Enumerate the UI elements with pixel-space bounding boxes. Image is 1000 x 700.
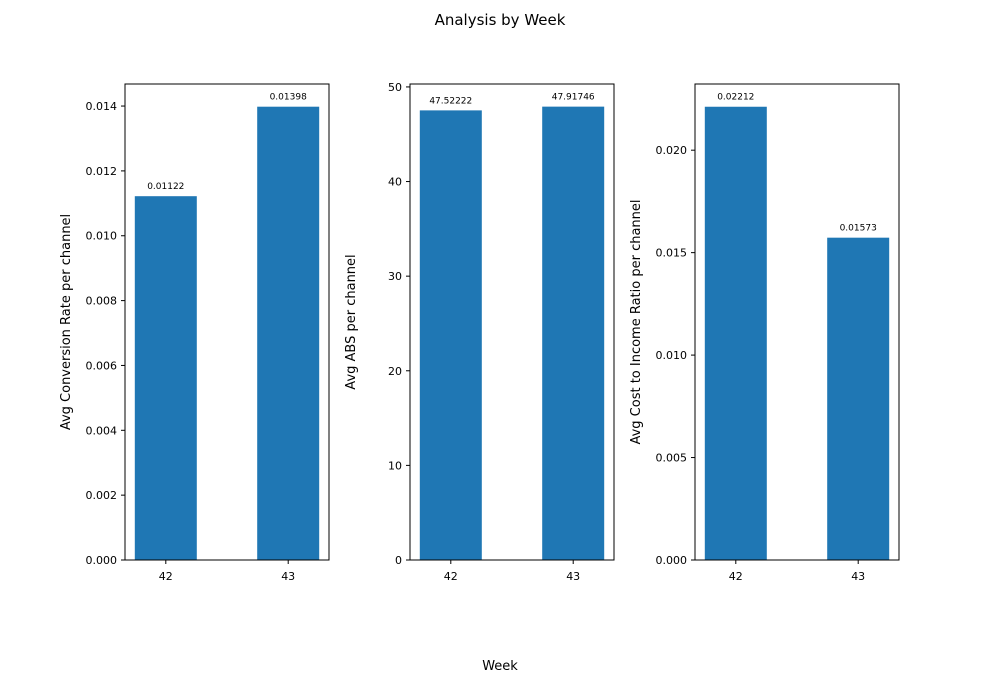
- x-tick-label: 42: [729, 570, 743, 583]
- axes-frame: [124, 83, 330, 561]
- bar-value-label: 0.02212: [717, 93, 754, 103]
- x-tick-label: 43: [566, 570, 580, 583]
- bar-week-43: [542, 106, 605, 561]
- y-tick-label: 0.005: [656, 452, 688, 465]
- y-tick-label: 0.014: [86, 100, 118, 113]
- bar-value-label: 0.01122: [147, 182, 184, 192]
- bar-week-42: [704, 106, 767, 561]
- bar-week-42: [134, 196, 197, 560]
- bar-week-42: [419, 110, 482, 561]
- axes-frame: [409, 83, 615, 561]
- y-tick-label: 0.000: [86, 554, 118, 567]
- y-tick-label: 0.006: [86, 359, 118, 372]
- y-axis-label: Avg Conversion Rate per channel: [59, 214, 74, 430]
- y-tick-label: 0.000: [656, 554, 688, 567]
- y-tick-label: 30: [388, 270, 402, 283]
- y-tick-label: 0.020: [656, 144, 688, 157]
- y-axis-label: Avg ABS per channel: [344, 254, 359, 389]
- axes-frame: [694, 83, 900, 561]
- y-tick-label: 40: [388, 176, 402, 189]
- bar-week-43: [827, 237, 890, 560]
- chart-title: Analysis by Week: [434, 11, 566, 29]
- x-tick-label: 42: [444, 570, 458, 583]
- bar-value-label: 0.01398: [270, 93, 307, 103]
- bar-value-label: 47.91746: [552, 93, 595, 103]
- bar-value-label: 47.52222: [429, 96, 472, 106]
- y-tick-label: 20: [388, 365, 402, 378]
- y-tick-label: 0.015: [656, 247, 688, 260]
- y-tick-label: 0: [395, 554, 402, 567]
- y-tick-label: 0.012: [86, 165, 118, 178]
- x-tick-label: 43: [281, 570, 295, 583]
- y-tick-label: 0.010: [86, 230, 118, 243]
- y-tick-label: 0.004: [86, 424, 118, 437]
- bar-week-43: [257, 106, 320, 561]
- y-axis-label: Avg Cost to Income Ratio per channel: [629, 199, 644, 444]
- y-tick-label: 0.010: [656, 349, 688, 362]
- y-tick-label: 0.002: [86, 489, 118, 502]
- y-tick-label: 10: [388, 459, 402, 472]
- x-tick-label: 43: [851, 570, 865, 583]
- x-tick-label: 42: [159, 570, 173, 583]
- bar-value-label: 0.01573: [840, 224, 877, 234]
- y-tick-label: 0.008: [86, 295, 118, 308]
- shared-x-axis-label: Week: [482, 659, 518, 674]
- y-tick-label: 50: [388, 81, 402, 94]
